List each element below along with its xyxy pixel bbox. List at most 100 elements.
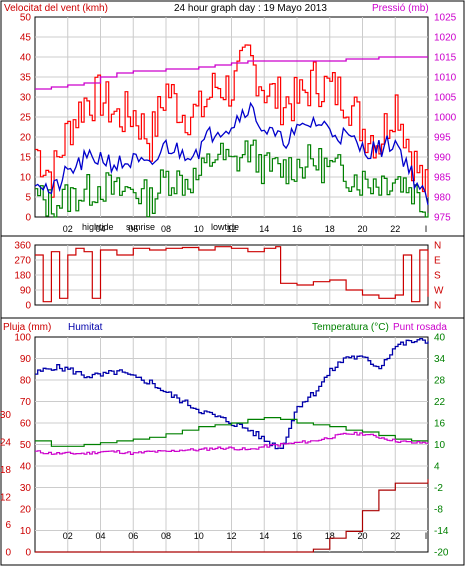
y-tick-label: 90 [20,286,32,297]
x-tick-label: 04 [95,224,105,234]
humidity-axis-title: Humitat [68,322,103,333]
y2-tick-label: 4 [434,462,440,473]
y2-tick-label: N [434,301,441,312]
y-tick-label: 20 [20,133,32,144]
y-tick-label: 20 [20,505,32,516]
y-tick-label: 10 [20,173,32,184]
wind-axis-title: Velocitat del vent (kmh) [4,3,108,14]
y2-tick-label: N [434,241,441,252]
y-tick-label: 40 [20,462,32,473]
rain-axis-title: Pluja (mm) [3,322,51,333]
series-wind-gust [35,44,429,198]
y-tick-label: 30 [20,483,32,494]
y2-tick-label: -8 [434,505,443,516]
y-tick-label: 45 [20,33,32,44]
x-tick-label: 16 [292,224,302,234]
x-tick-label: 06 [128,224,138,234]
event-label-sunrise: sunrise [126,222,155,232]
x-tick-label: 04 [95,531,105,541]
x-tick-label: 10 [194,531,204,541]
chart-title: 24 hour graph day : 19 Mayo 2013 [174,3,327,14]
y2-tick-label: -20 [434,548,449,559]
y2-tick-label: 990 [434,153,451,164]
x-tick-label: 08 [161,224,171,234]
rain-tick-label: 6 [5,520,11,531]
y2-tick-label: 1005 [434,93,457,104]
y-tick-label: 0 [25,548,31,559]
x-tick-label: 16 [292,531,302,541]
y2-tick-label: -2 [434,483,443,494]
x-tick-label: 22 [390,224,400,234]
y-tick-label: 180 [14,271,31,282]
y-tick-label: 25 [20,113,32,124]
event-label-hightide: hightide [82,222,114,232]
y2-tick-label: 10 [434,440,446,451]
rain-tick-label: 24 [0,437,11,448]
x-tick-label: 06 [128,531,138,541]
y2-tick-label: 34 [434,354,446,365]
y-tick-label: 60 [20,419,32,430]
y-tick-label: 5 [25,193,31,204]
x-tick-label: I [425,224,428,234]
y-tick-label: 90 [20,354,32,365]
y2-tick-label: W [434,286,444,297]
y2-tick-label: 28 [434,376,446,387]
x-tick-label: 14 [259,531,269,541]
series-wind-average [34,101,429,206]
y2-tick-label: 1015 [434,53,457,64]
rain-tick-label: 18 [0,465,11,476]
x-tick-label: 14 [259,224,269,234]
y-tick-label: 50 [20,440,32,451]
x-tick-label: 18 [325,224,335,234]
x-tick-label: 02 [63,224,73,234]
event-label-lowtide: lowtide [211,222,239,232]
y-tick-label: 50 [20,13,32,24]
rain-tick-label: 30 [0,410,11,421]
x-tick-label: 12 [226,224,236,234]
dewpoint-axis-title: Punt rosada [393,322,447,333]
y2-tick-label: S [434,271,441,282]
y2-tick-label: E [434,256,441,267]
x-tick-label: 18 [325,531,335,541]
y2-tick-label: 1010 [434,73,457,84]
y2-tick-label: 980 [434,193,451,204]
y2-tick-label: 985 [434,173,451,184]
y-tick-label: 30 [20,93,32,104]
y-tick-label: 100 [14,333,31,344]
y2-tick-label: 40 [434,333,446,344]
series-wind-low [35,139,429,218]
y-tick-label: 35 [20,73,32,84]
y2-tick-label: 995 [434,133,451,144]
x-tick-label: 22 [390,531,400,541]
x-tick-label: 12 [226,531,236,541]
rain-tick-label: 12 [0,492,11,503]
chart-marks: 0510152025303540455097598098599099510001… [0,13,457,559]
x-tick-label: 20 [357,224,367,234]
y-tick-label: 360 [14,241,31,252]
x-tick-label: 08 [161,531,171,541]
y2-tick-label: 975 [434,213,451,224]
rain-tick-label: 0 [5,548,11,559]
y-tick-label: 270 [14,256,31,267]
x-tick-label: 02 [63,531,73,541]
x-tick-label: I [425,531,428,541]
y2-tick-label: 16 [434,419,446,430]
series-dewpoint [35,431,429,455]
series-pressure [35,56,428,90]
y2-tick-label: 22 [434,397,446,408]
y-tick-label: 15 [20,153,32,164]
pressure-axis-title: Pressió (mb) [372,3,429,14]
series-temperature [35,417,428,447]
x-tick-label: 20 [357,531,367,541]
series-humidity [35,337,429,450]
y2-tick-label: 1020 [434,33,457,44]
y-tick-label: 0 [25,301,31,312]
y-tick-label: 80 [20,376,32,387]
y-tick-label: 10 [20,526,32,537]
y-tick-label: 40 [20,53,32,64]
y-tick-label: 0 [25,213,31,224]
x-tick-label: 10 [194,224,204,234]
